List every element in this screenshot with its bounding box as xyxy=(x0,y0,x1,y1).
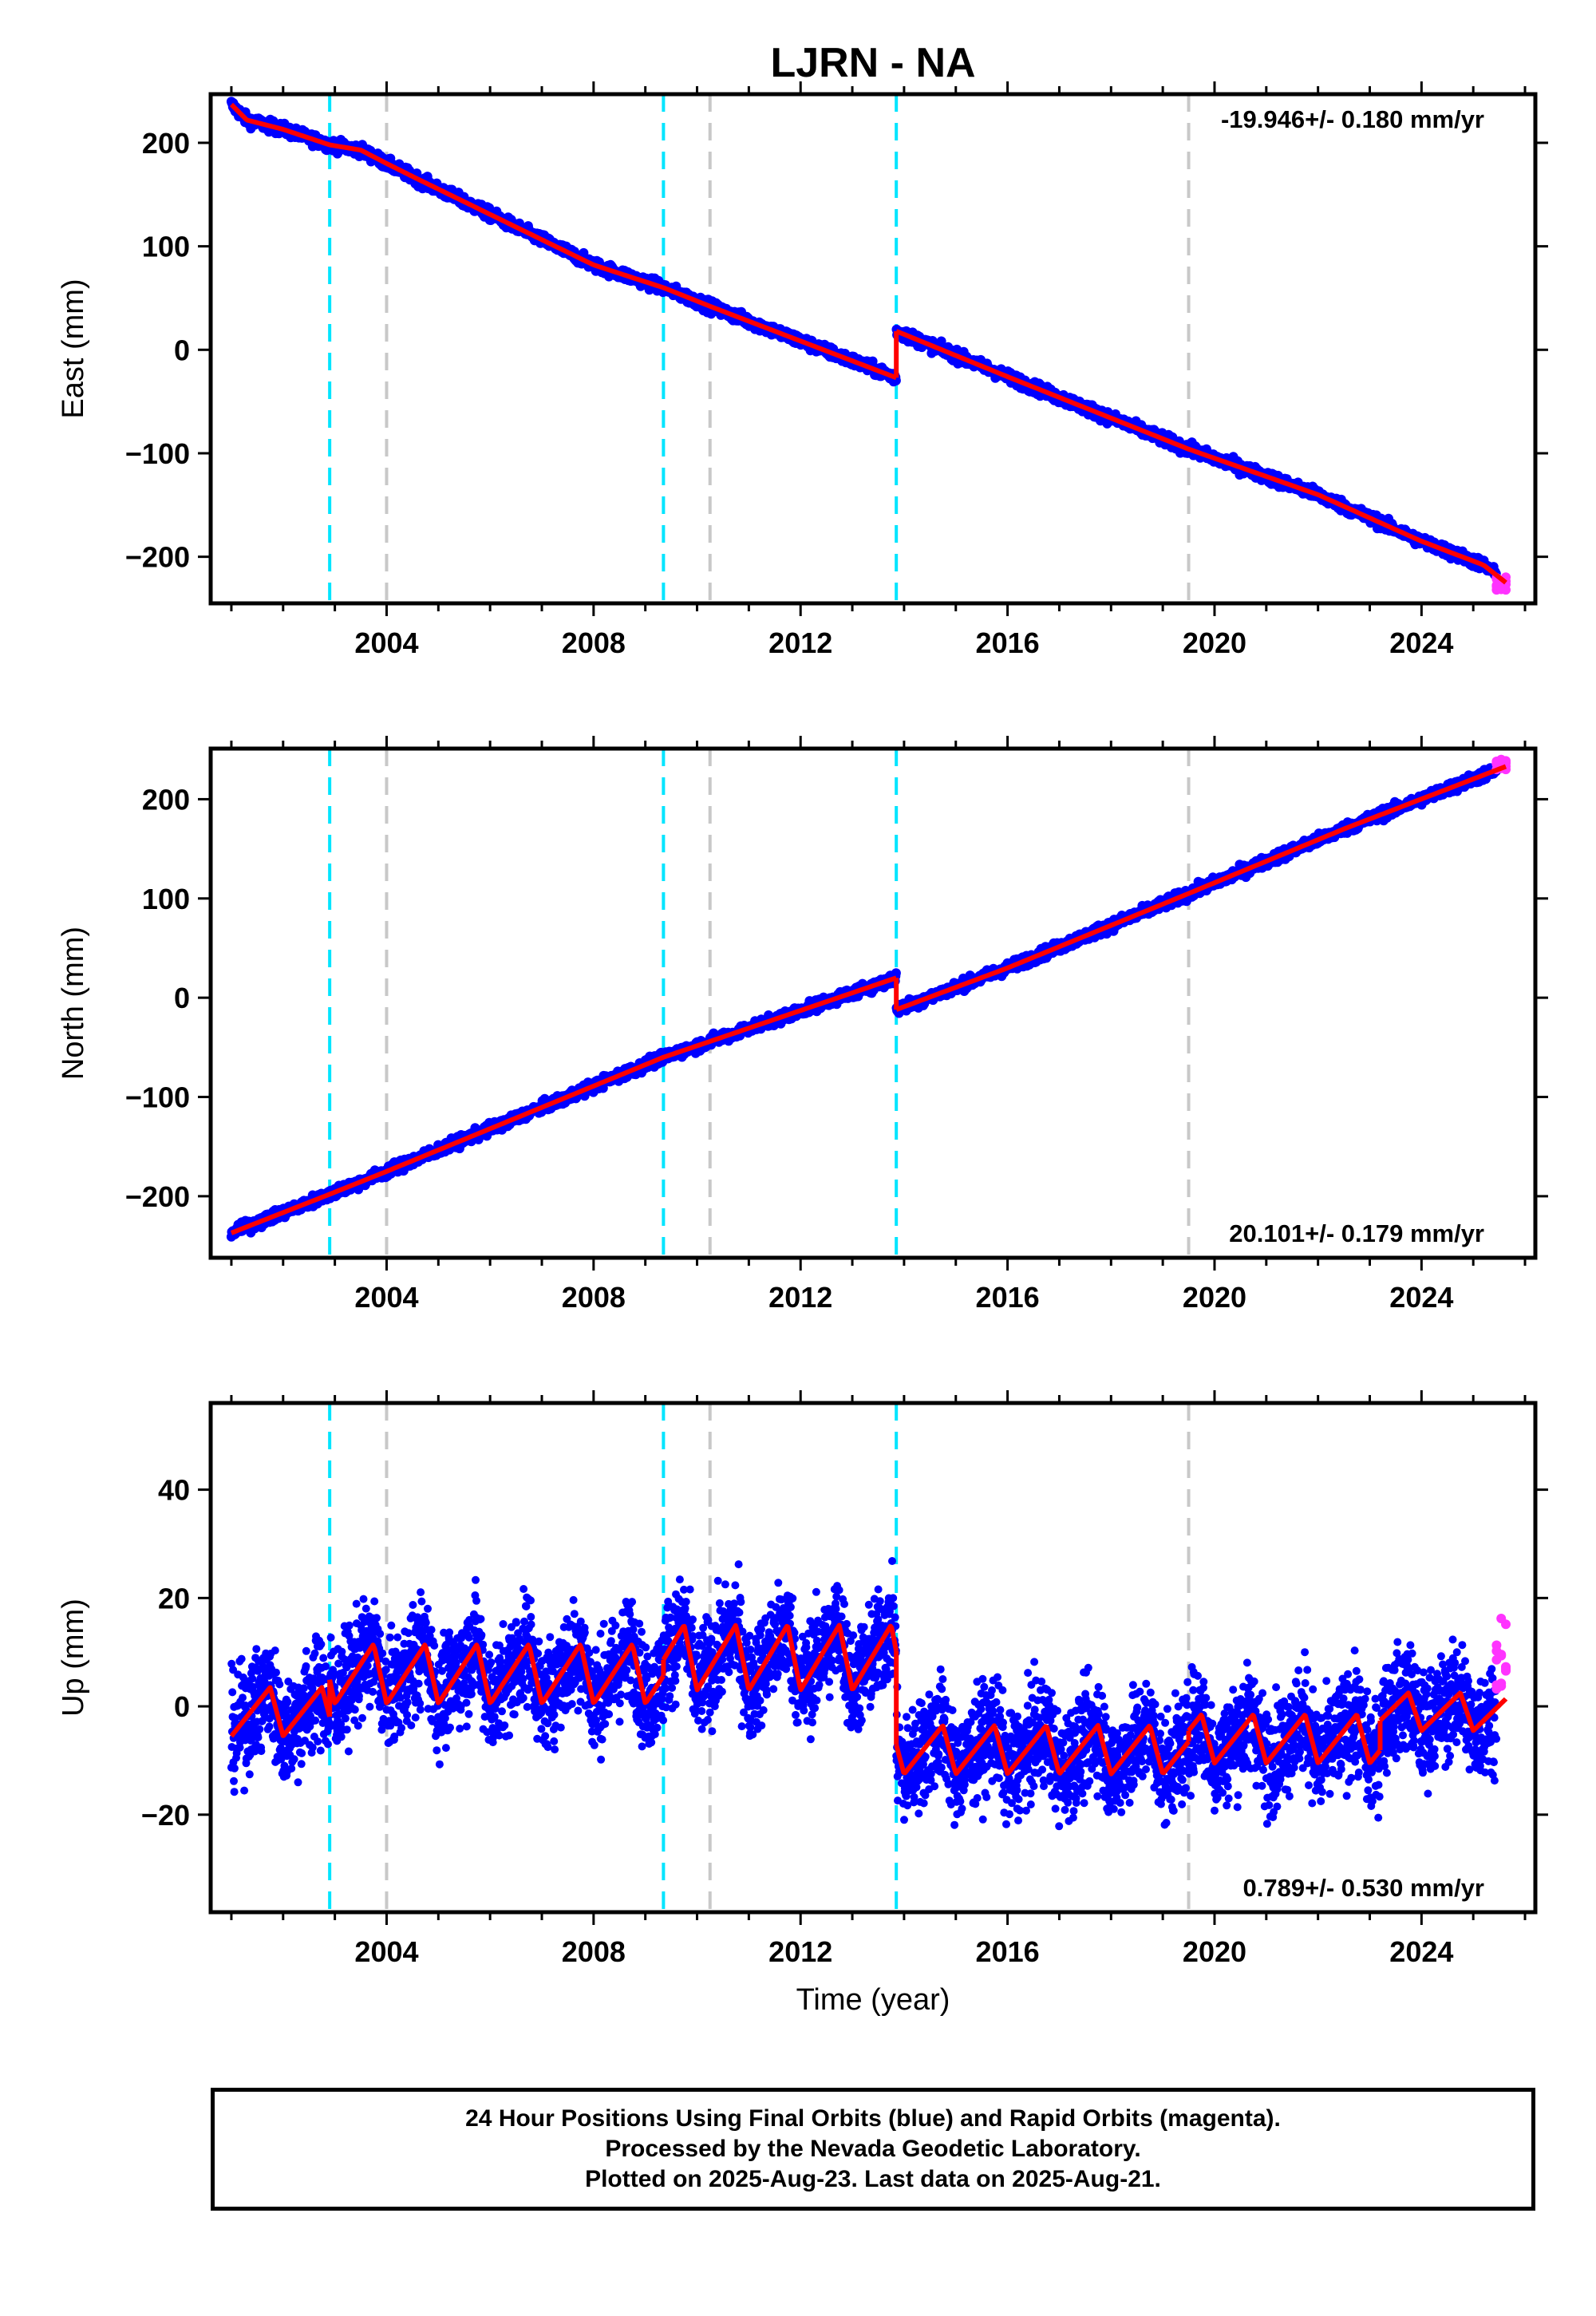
x-tick-label: 2024 xyxy=(1389,626,1453,659)
y-tick-label: 100 xyxy=(142,231,190,263)
final-orbit-points xyxy=(226,97,1501,580)
north-panel: 2004 2008 2012 2016 2020 2024−200−1000100200N… xyxy=(57,736,1548,1314)
y-axis-label: East (mm) xyxy=(57,279,90,418)
model-line xyxy=(895,329,1507,585)
model-line xyxy=(229,102,420,181)
final-orbit-point xyxy=(891,968,901,978)
plot-area xyxy=(226,749,1511,1258)
y-tick-label: 200 xyxy=(142,127,190,160)
plot-area xyxy=(226,94,1511,603)
rate-annotation: -19.946+/- 0.180 mm/yr xyxy=(1221,105,1484,133)
final-orbit-points xyxy=(226,763,1501,1242)
x-tick-label: 2008 xyxy=(562,626,626,659)
model-line xyxy=(417,176,898,381)
y-tick-label: −100 xyxy=(125,437,190,470)
x-tick-label: 2012 xyxy=(768,626,832,659)
y-tick-label: 0 xyxy=(174,334,190,366)
y-tick-label: −200 xyxy=(125,541,190,574)
rapid-orbit-point xyxy=(1496,584,1507,595)
figure-title: LJRN - NA xyxy=(770,40,975,86)
x-tick-label: 2004 xyxy=(354,626,418,659)
x-tick-label: 2016 xyxy=(976,626,1040,659)
east-panel: 2004 2008 2012 2016 2020 2024 −200 −100 0 100 200 E… xyxy=(57,81,1548,659)
x-tick-label: 2020 xyxy=(1183,626,1246,659)
